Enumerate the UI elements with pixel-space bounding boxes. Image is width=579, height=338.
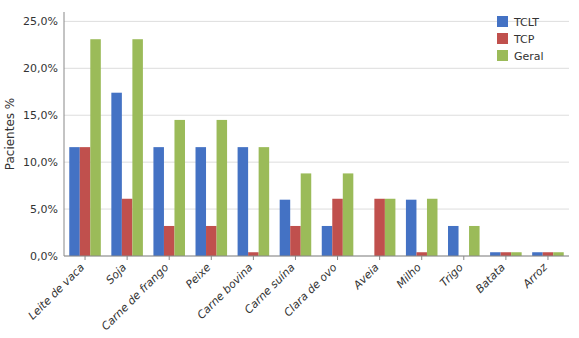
bar — [69, 147, 80, 256]
x-tick — [547, 256, 548, 260]
bar — [406, 200, 417, 256]
bar — [196, 147, 207, 256]
bar — [374, 199, 385, 256]
x-tick — [379, 256, 380, 260]
bar — [248, 252, 259, 256]
x-tick-label: Aveia — [350, 261, 382, 293]
y-tick-label: 10,0% — [23, 156, 58, 169]
grid-line — [64, 256, 569, 257]
bar — [332, 199, 343, 256]
bar — [90, 39, 101, 256]
bar — [543, 252, 554, 256]
bar — [259, 147, 270, 256]
y-tick-label: 5,0% — [30, 203, 58, 216]
legend-label: TCLT — [513, 16, 539, 29]
x-tick — [337, 256, 338, 260]
x-tick — [211, 256, 212, 260]
legend-label: TCP — [513, 33, 535, 46]
legend-swatch — [497, 50, 508, 61]
x-tick-label: Arroz — [520, 261, 551, 292]
bar — [153, 147, 164, 256]
y-axis-label: Pacientes % — [3, 98, 17, 171]
bar — [490, 252, 501, 256]
y-tick-label: 15,0% — [23, 109, 58, 122]
bar — [416, 252, 427, 256]
x-tick-label: Trigo — [438, 261, 467, 290]
bar — [322, 226, 333, 256]
x-tick — [505, 256, 506, 260]
legend: TCLT TCP Geral — [497, 16, 544, 63]
x-tick-label: Carne de frango — [99, 261, 171, 333]
x-tick — [463, 256, 464, 260]
bar — [511, 252, 522, 256]
bar — [448, 226, 459, 256]
bar — [290, 226, 301, 256]
x-tick — [253, 256, 254, 260]
bar — [280, 200, 291, 256]
legend-label: Geral — [514, 50, 544, 63]
y-tick-label: 25,0% — [23, 15, 58, 28]
bar — [164, 226, 175, 256]
bar — [385, 199, 396, 256]
bar — [217, 120, 228, 256]
x-tick — [169, 256, 170, 260]
bar — [174, 120, 185, 256]
bar — [206, 226, 217, 256]
legend-swatch — [497, 16, 508, 27]
y-tick-label: 0,0% — [30, 250, 58, 263]
x-tick-label: Batata — [473, 261, 508, 296]
x-tick-label: Soja — [103, 261, 129, 287]
bar — [80, 147, 91, 256]
x-tick — [421, 256, 422, 260]
grid-line — [64, 21, 569, 22]
bar — [343, 173, 354, 256]
bar — [132, 39, 143, 256]
bar — [111, 93, 122, 256]
bar — [553, 252, 564, 256]
bar — [469, 226, 480, 256]
y-tick-label: 20,0% — [23, 62, 58, 75]
bar — [532, 252, 543, 256]
x-axis-line — [64, 256, 569, 257]
bar — [427, 199, 438, 256]
bar — [122, 199, 133, 256]
x-tick — [85, 256, 86, 260]
legend-swatch — [497, 33, 508, 44]
bar — [238, 147, 249, 256]
bar — [501, 252, 512, 256]
bars — [69, 39, 563, 256]
x-tick-label: Peixe — [183, 261, 213, 291]
bar — [301, 173, 312, 256]
x-tick — [295, 256, 296, 260]
x-tick-label: Milho — [394, 261, 424, 291]
y-axis-line — [64, 12, 65, 256]
x-tick-label: Leite de vaca — [26, 261, 88, 323]
x-tick — [127, 256, 128, 260]
chart: 0,0% 5,0% 10,0% 15,0% 20,0% 25,0% Leite de vac… — [0, 0, 579, 338]
x-tick-label: Clara de ovo — [281, 261, 339, 319]
